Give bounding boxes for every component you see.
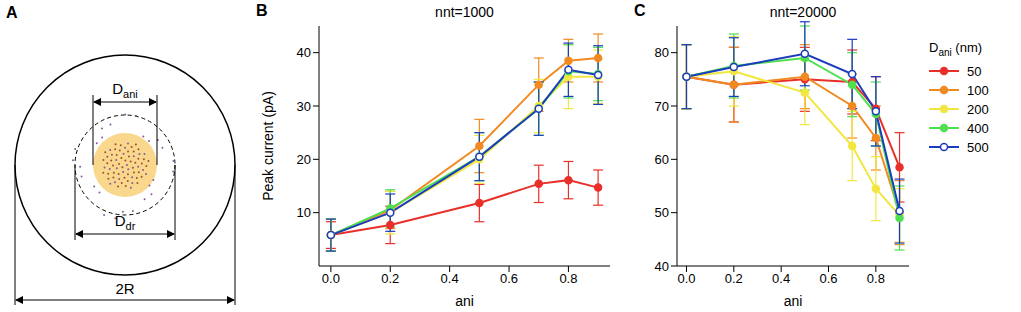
- svg-text:10: 10: [297, 205, 311, 220]
- svg-text:20: 20: [297, 152, 311, 167]
- html-text:Dani(nm): Dani(nm): [929, 40, 983, 58]
- html-text:B: B: [256, 2, 268, 19]
- html-text:500: 500: [967, 139, 989, 155]
- svg-text:30: 30: [297, 99, 311, 114]
- svg-text:ani: ani: [784, 293, 803, 309]
- svg-text:60: 60: [655, 152, 669, 167]
- svg-text:2R: 2R: [115, 280, 134, 297]
- svg-text:Dani: Dani: [112, 80, 138, 100]
- svg-text:40: 40: [655, 259, 669, 274]
- svg-text:A: A: [6, 4, 18, 21]
- html-text:200: 200: [967, 101, 989, 117]
- svg-text:80: 80: [655, 45, 669, 60]
- html-text:nnt=20000: nnt=20000: [769, 4, 837, 20]
- svg-text:0.2: 0.2: [381, 271, 399, 286]
- svg-text:Ddr: Ddr: [115, 212, 136, 232]
- svg-text:0.4: 0.4: [441, 271, 459, 286]
- svg-text:0.4: 0.4: [772, 271, 790, 286]
- svg-text:40: 40: [297, 45, 311, 60]
- html-text:C: C: [634, 2, 646, 19]
- svg-text:ani: ani: [455, 293, 474, 309]
- svg-text:0.8: 0.8: [559, 271, 577, 286]
- svg-text:70: 70: [655, 99, 669, 114]
- svg-text:50: 50: [655, 205, 669, 220]
- html-text:nnt=1000: nnt=1000: [435, 4, 494, 20]
- svg-text:0.0: 0.0: [322, 271, 340, 286]
- svg-text:Peak current (pA): Peak current (pA): [260, 91, 276, 201]
- svg-text:0.0: 0.0: [677, 271, 695, 286]
- svg-text:0.6: 0.6: [500, 271, 518, 286]
- svg-text:0.6: 0.6: [819, 271, 837, 286]
- svg-text:0.8: 0.8: [867, 271, 885, 286]
- html-text:50: 50: [967, 63, 982, 79]
- svg-text:0.2: 0.2: [725, 271, 743, 286]
- html-text:400: 400: [967, 120, 989, 136]
- html-text:100: 100: [967, 82, 989, 98]
